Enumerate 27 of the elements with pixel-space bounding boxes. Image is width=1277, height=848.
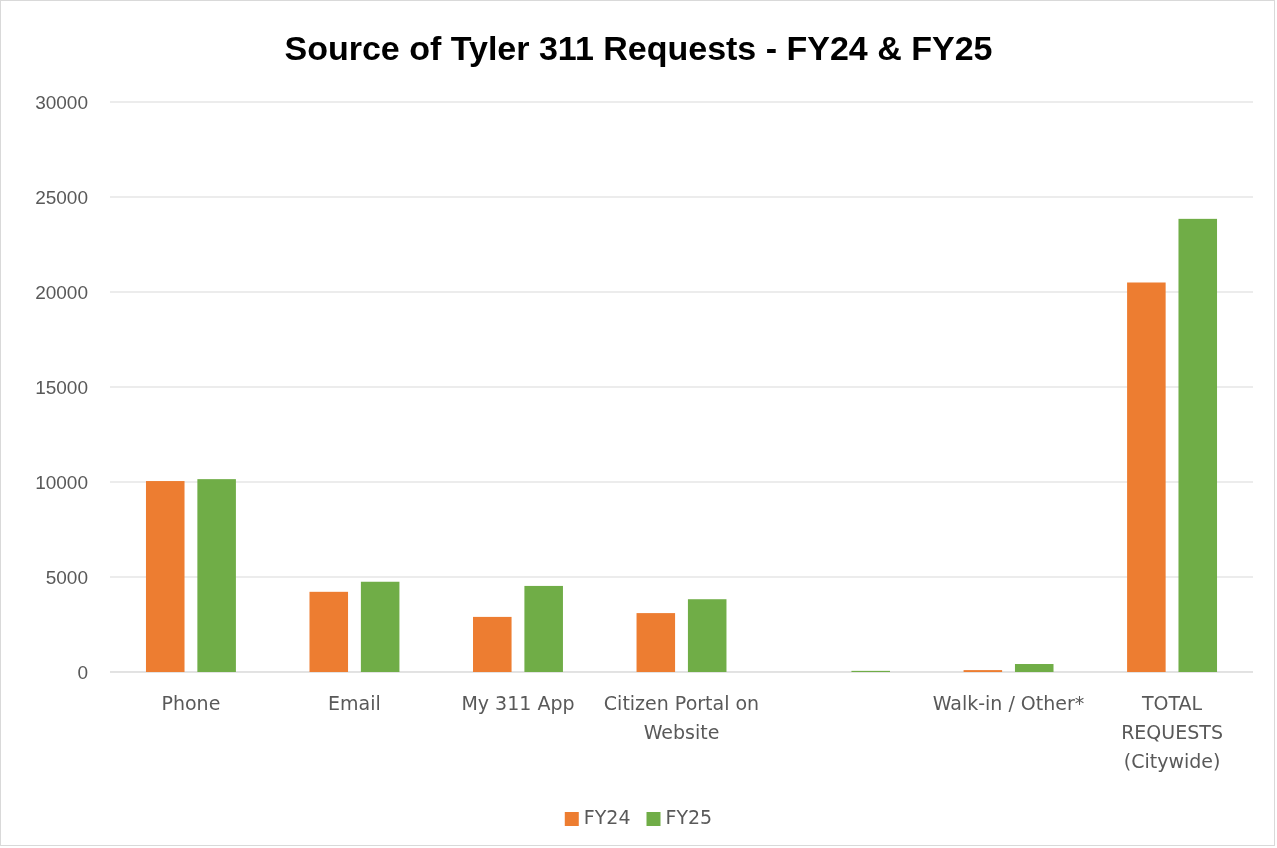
- bar: [687, 599, 727, 672]
- x-tick-label: TOTAL REQUESTS (Citywide): [1121, 692, 1223, 772]
- y-tick-label: 30000: [35, 91, 88, 113]
- bar: [197, 479, 236, 672]
- y-tick-label: 15000: [35, 376, 88, 398]
- bar: [1178, 218, 1218, 672]
- y-tick-label: 25000: [35, 186, 88, 208]
- y-tick-label: 20000: [35, 281, 88, 303]
- x-tick-label: Phone: [161, 692, 221, 714]
- legend-label: FY24: [583, 806, 631, 828]
- bar: [1014, 664, 1054, 672]
- bar: [1127, 282, 1166, 672]
- x-tick-label: Email: [328, 692, 381, 714]
- bar: [309, 591, 349, 672]
- bar: [636, 613, 676, 672]
- bar: [524, 585, 563, 672]
- bar: [145, 481, 185, 672]
- y-tick-label: 5000: [45, 566, 88, 588]
- chart-title: Source of Tyler 311 Requests - FY24 & FY25: [284, 29, 993, 67]
- y-tick-label: 10000: [35, 471, 88, 493]
- legend-label: FY25: [665, 806, 713, 828]
- x-tick-label: Citizen Portal on Website: [603, 692, 760, 743]
- x-tick-label: Walk-in / Other*: [932, 692, 1085, 714]
- x-tick-label: My 311 App: [461, 692, 575, 714]
- y-tick-label: 0: [77, 661, 88, 683]
- bar: [473, 616, 512, 672]
- bar: [360, 581, 400, 672]
